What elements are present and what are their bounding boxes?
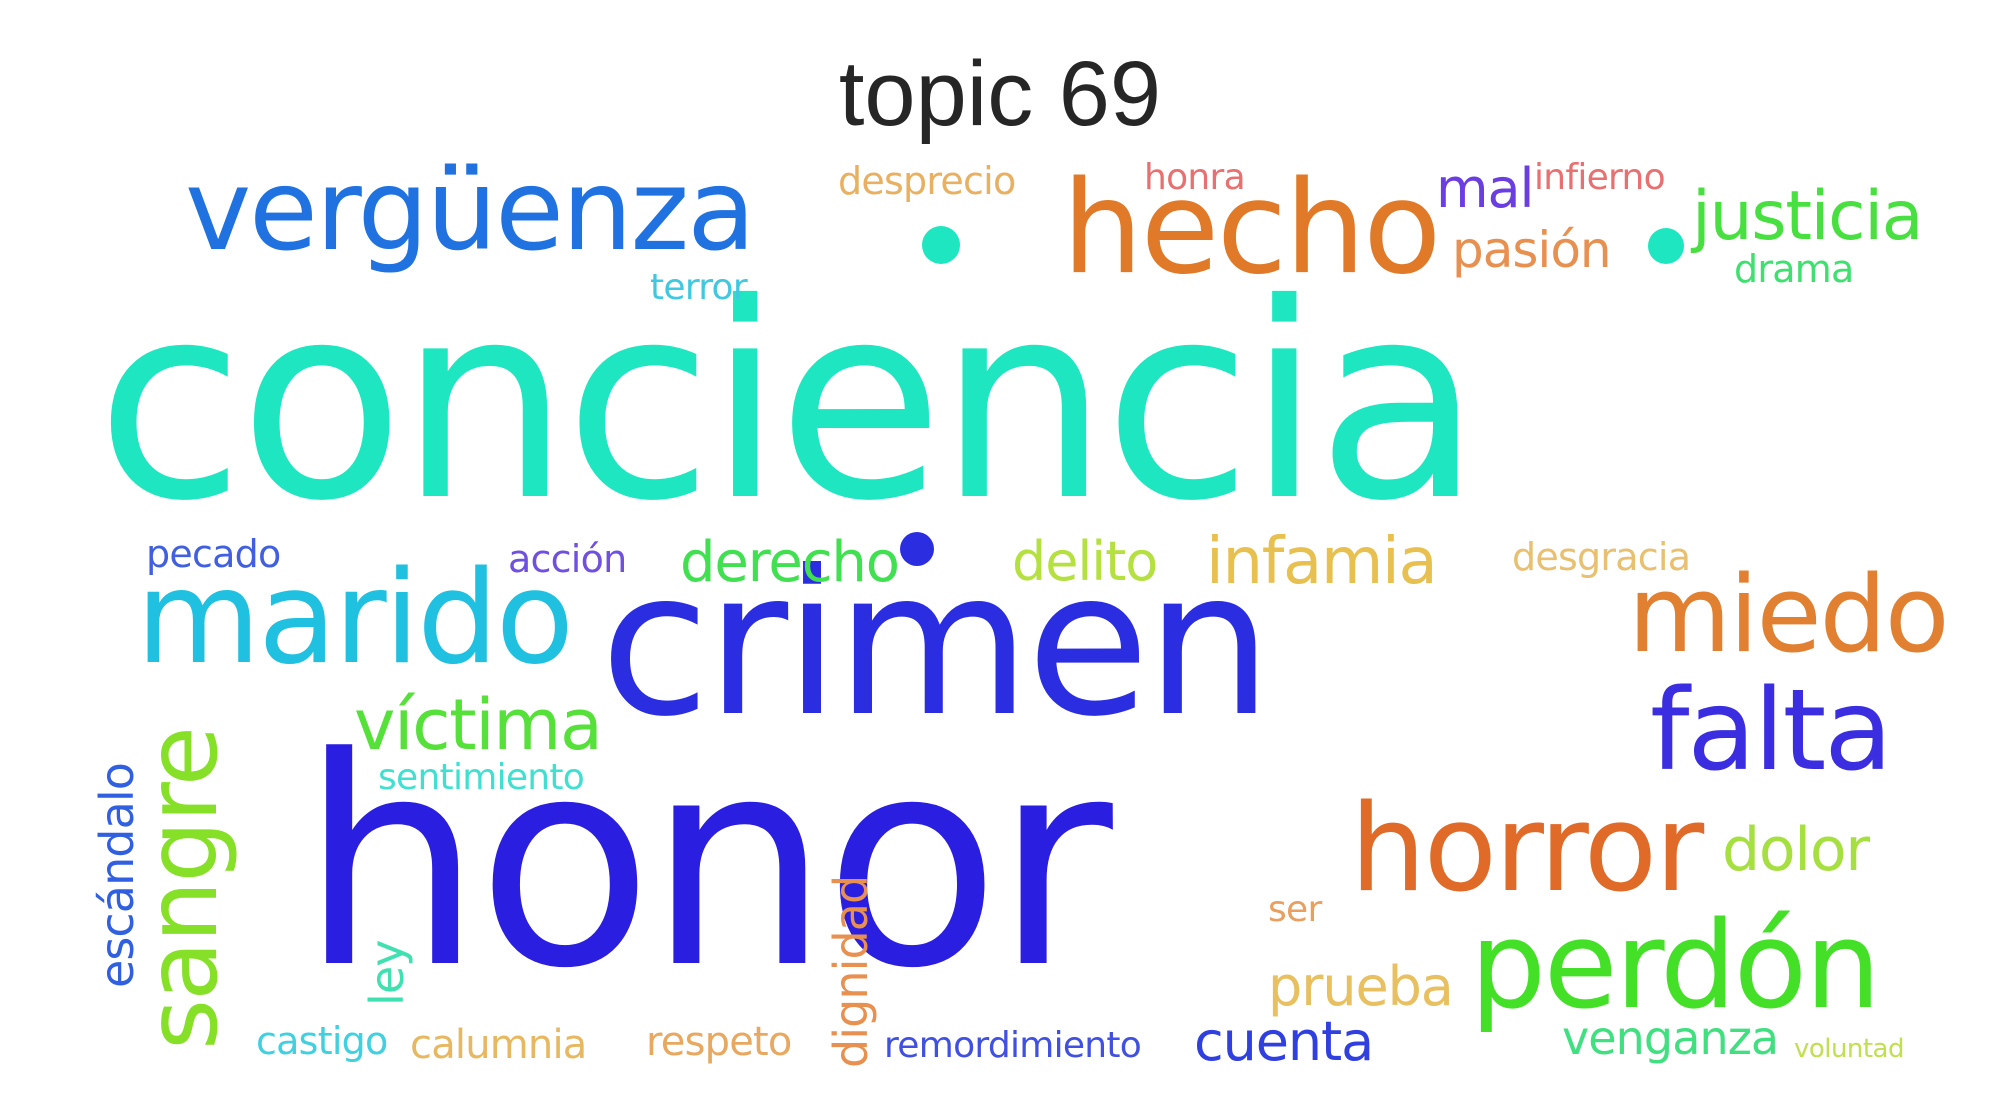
- word-conciencia: conciencia: [96, 245, 1482, 560]
- word-prueba: prueba: [1268, 955, 1454, 1018]
- word-marido: marido: [136, 544, 574, 693]
- word-mal: mal: [1436, 157, 1535, 220]
- word-remordimiento: remordimiento: [884, 1025, 1142, 1066]
- word-venganza: venganza: [1562, 1011, 1779, 1065]
- word-crimen: crimen: [600, 528, 1272, 761]
- word-hecho: hecho: [1062, 154, 1441, 303]
- word-calumnia: calumnia: [410, 1022, 587, 1068]
- word-falta: falta: [1650, 666, 1893, 796]
- page-title: topic 69: [838, 43, 1162, 145]
- word-derecho: derecho: [680, 530, 900, 595]
- word-victima: víctima: [354, 684, 603, 766]
- word-desprecio: desprecio: [838, 159, 1016, 203]
- word-ser: ser: [1268, 889, 1322, 930]
- word-justicia: justicia: [1692, 177, 1923, 256]
- word-escandalo: escándalo: [90, 763, 144, 988]
- word-voluntad: voluntad: [1794, 1034, 1904, 1064]
- word-horror: horror: [1350, 780, 1704, 919]
- word-pecado: pecado: [146, 532, 281, 576]
- word-sentimiento: sentimiento: [378, 757, 585, 798]
- word-delito: delito: [1012, 530, 1158, 593]
- word-dolor: dolor: [1722, 815, 1870, 885]
- word-respeto: respeto: [646, 1019, 792, 1065]
- word-accion: acción: [508, 537, 627, 581]
- word-ley: ley: [360, 940, 414, 1006]
- word-drama: drama: [1734, 247, 1854, 291]
- word-dignidad: dignidad: [824, 875, 878, 1068]
- word-honor: honor: [300, 696, 1113, 1031]
- word-desgracia: desgracia: [1512, 535, 1691, 579]
- word-pasion: pasión: [1452, 221, 1612, 279]
- cloud-dot: [1648, 228, 1684, 264]
- cloud-dot: [922, 226, 960, 264]
- word-miedo: miedo: [1628, 553, 1950, 676]
- word-infamia: infamia: [1206, 525, 1438, 599]
- word-verguenza: vergüenza: [185, 146, 756, 276]
- word-honra: honra: [1144, 157, 1246, 198]
- word-infierno: infierno: [1534, 157, 1666, 198]
- word-terror: terror: [650, 267, 748, 308]
- word-cuenta: cuenta: [1194, 1010, 1374, 1073]
- word-castigo: castigo: [256, 1019, 388, 1063]
- word-perdon: perdón: [1470, 897, 1881, 1036]
- cloud-dot: [900, 532, 934, 566]
- word-sangre: sangre: [126, 727, 240, 1050]
